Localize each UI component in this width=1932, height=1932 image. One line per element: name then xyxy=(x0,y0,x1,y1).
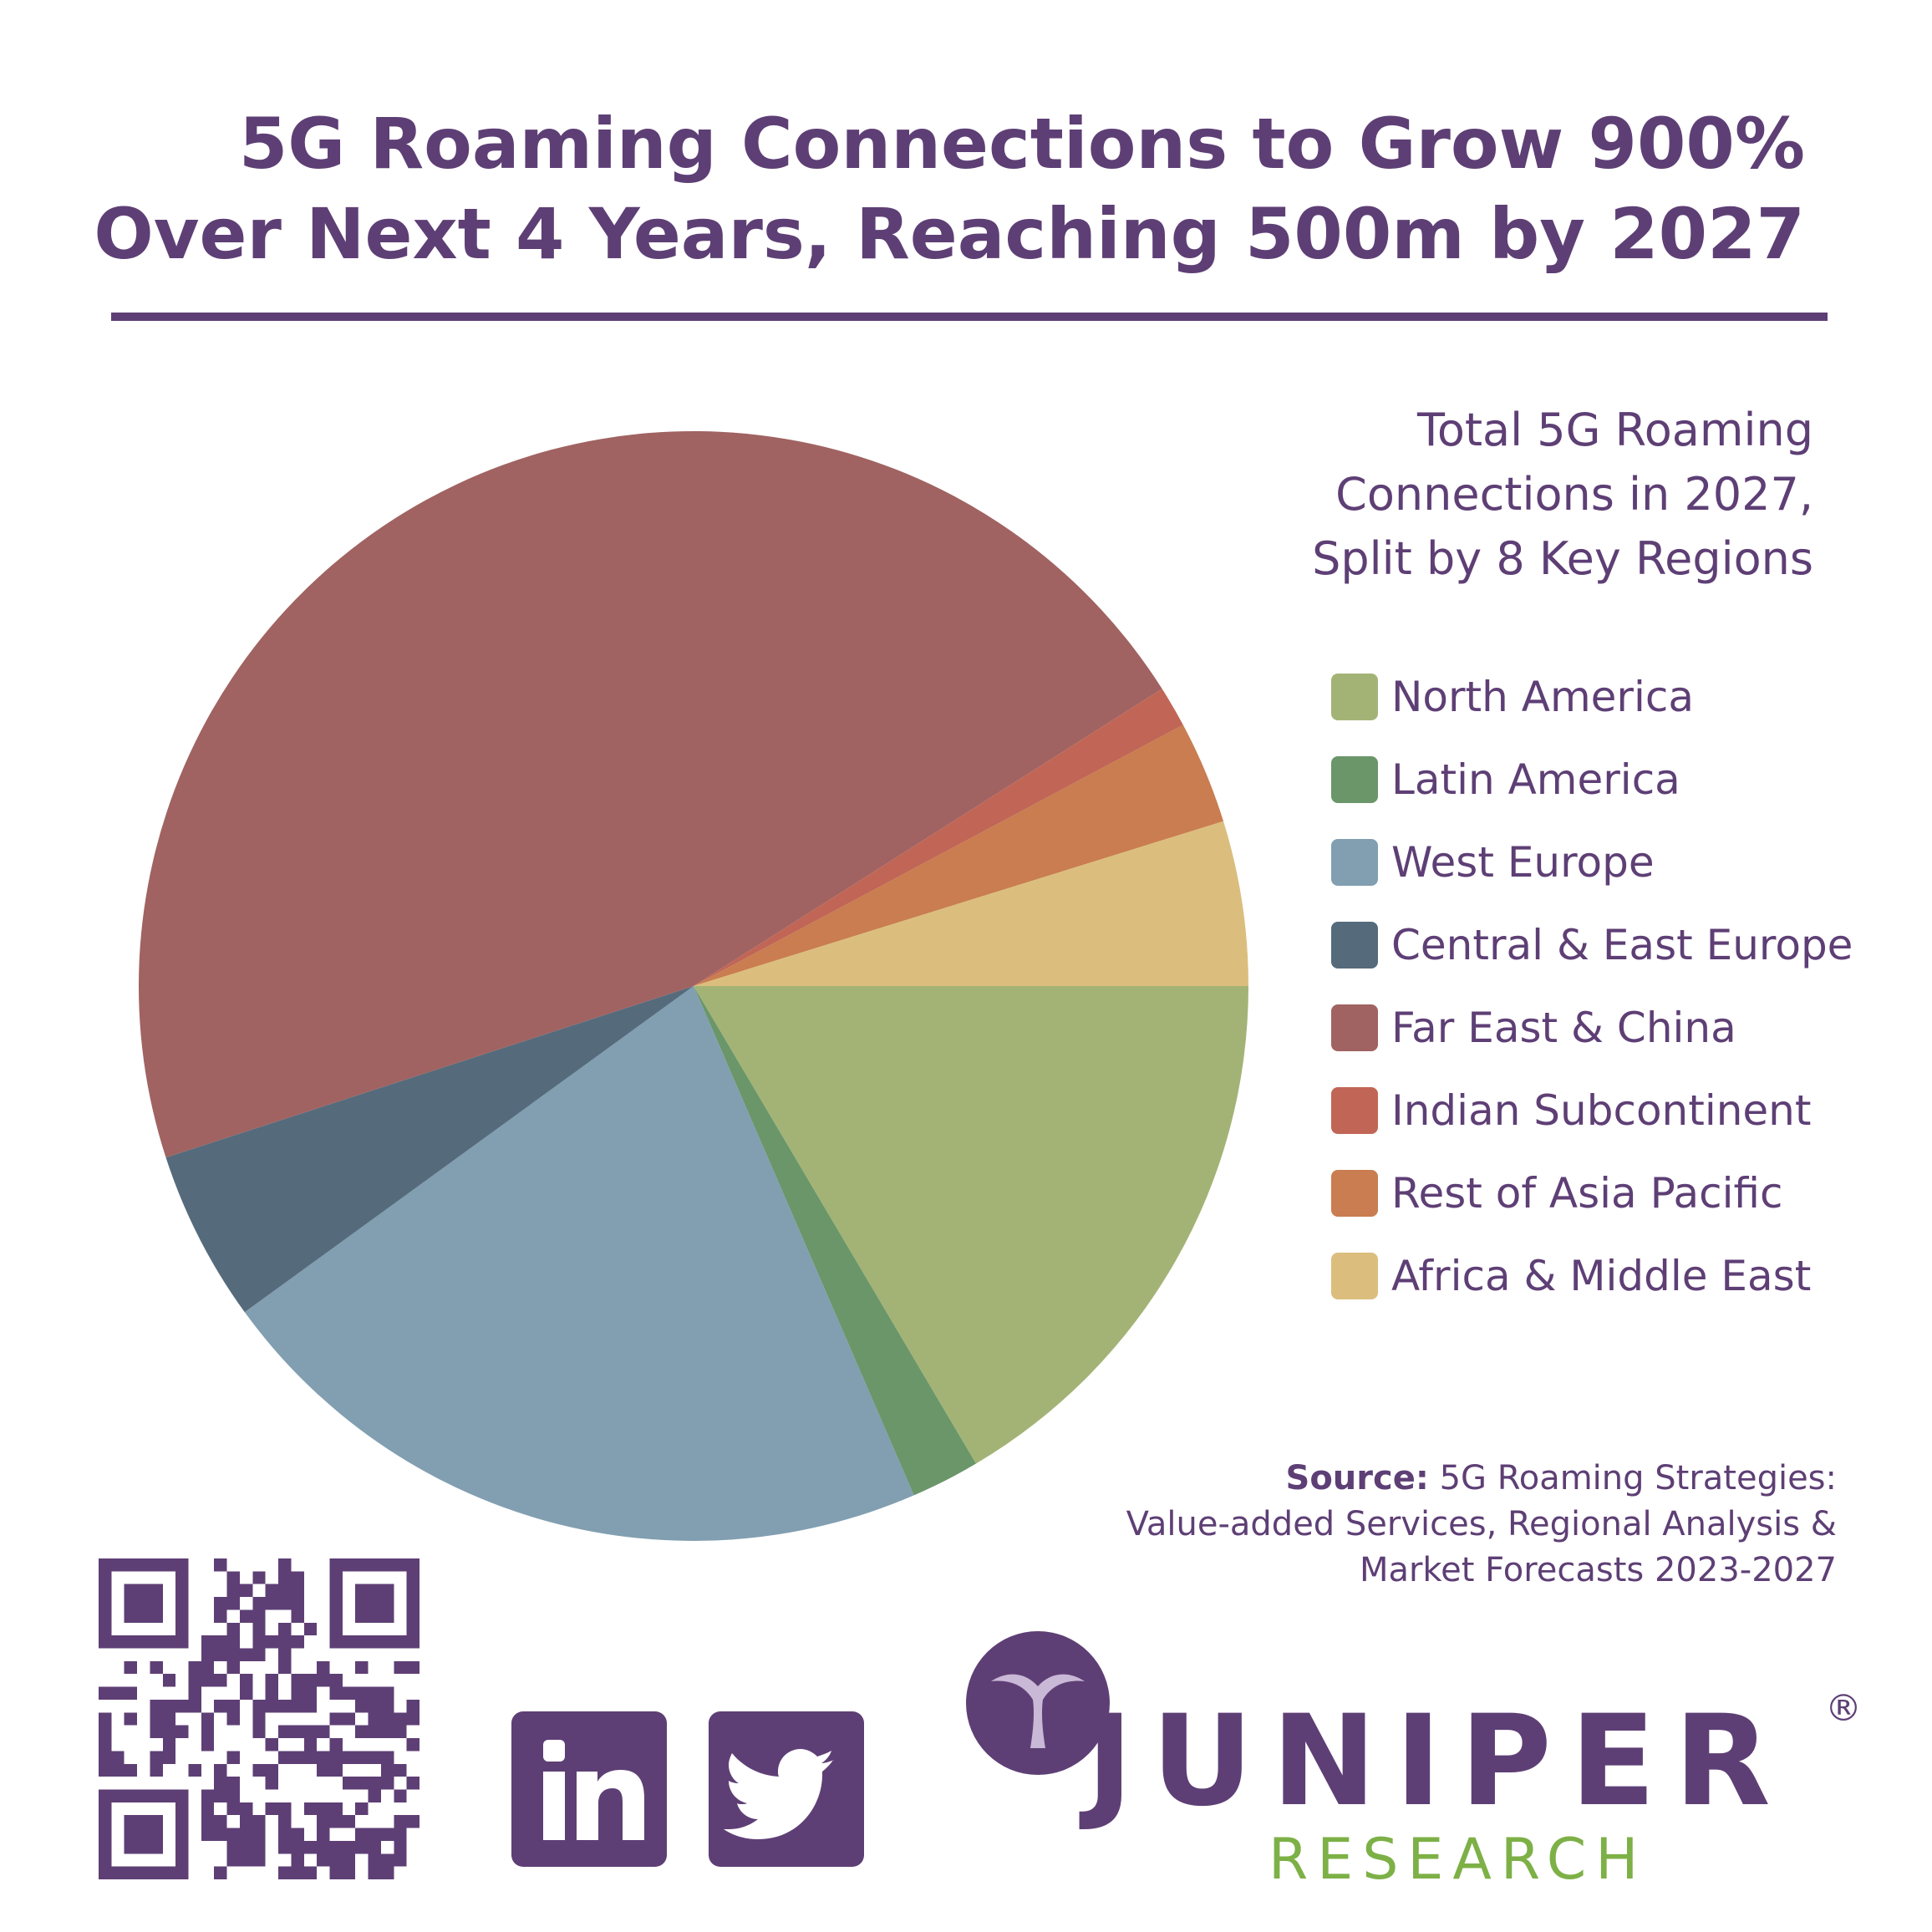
legend-swatch xyxy=(1331,922,1378,969)
legend-swatch xyxy=(1331,1170,1378,1217)
page-title: 5G Roaming Connections to Grow 900% Over… xyxy=(84,99,1805,279)
legend-swatch xyxy=(1331,674,1378,720)
source-line-1: Source: 5G Roaming Strategies: xyxy=(1003,1456,1837,1502)
legend-label: Central & East Europe xyxy=(1391,921,1853,969)
legend-swatch xyxy=(1331,1253,1378,1299)
pie-slice-latin-america xyxy=(694,986,977,1496)
legend-item-west-europe: West Europe xyxy=(1331,836,1916,902)
legend-swatch xyxy=(1331,756,1378,803)
legend-label: North America xyxy=(1391,673,1694,721)
title-line-2: Over Next 4 Years, Reaching 500m by 2027 xyxy=(94,193,1805,275)
chart-subtitle: Total 5G Roaming Connections in 2027, Sp… xyxy=(1170,398,1813,591)
twitter-icon xyxy=(724,1749,834,1839)
legend-item-rest-of-asia-pacific: Rest of Asia Pacific xyxy=(1331,1167,1916,1233)
pie-slice-indian-subcontinent xyxy=(694,689,1183,986)
subtitle-line-2: Connections in 2027, xyxy=(1335,468,1813,521)
legend-label: Indian Subcontinent xyxy=(1391,1086,1812,1135)
legend-item-north-america: North America xyxy=(1331,670,1916,737)
legend-item-latin-america: Latin America xyxy=(1331,753,1916,820)
juniper-logo-icon xyxy=(966,1631,1110,1775)
legend-item-africa-middle-east: Africa & Middle East xyxy=(1331,1249,1916,1316)
registered-mark: ® xyxy=(1825,1687,1862,1730)
subtitle-line-1: Total 5G Roaming xyxy=(1417,404,1813,456)
legend-item-indian-subcontinent: Indian Subcontinent xyxy=(1331,1084,1916,1151)
pie-slice-west-europe xyxy=(244,986,914,1541)
source-label: Source: xyxy=(1285,1459,1429,1497)
legend-label: Latin America xyxy=(1391,755,1680,804)
pie-slice-africa-middle-east xyxy=(694,821,1248,986)
legend-swatch xyxy=(1331,1004,1378,1051)
title-line-1: 5G Roaming Connections to Grow 900% xyxy=(238,103,1805,185)
pie-slice-rest-of-asia-pacific xyxy=(694,724,1224,986)
pie-chart xyxy=(139,431,1248,1541)
subtitle-line-3: Split by 8 Key Regions xyxy=(1312,532,1813,585)
legend-item-central-east-europe: Central & East Europe xyxy=(1331,918,1916,985)
pie-slice-far-east-china xyxy=(139,431,1162,1158)
legend-label: West Europe xyxy=(1391,838,1655,887)
legend-label: Africa & Middle East xyxy=(1391,1252,1812,1300)
linkedin-button[interactable] xyxy=(511,1711,667,1867)
pie-slice-north-america xyxy=(694,986,1248,1464)
legend-swatch xyxy=(1331,1087,1378,1134)
pie-slice-central-east-europe xyxy=(165,986,694,1313)
linkedin-icon xyxy=(543,1740,644,1840)
source-line-3: Market Forecasts 2023-2027 xyxy=(1359,1551,1837,1589)
legend-label: Rest of Asia Pacific xyxy=(1391,1169,1783,1218)
brand-subtitle: RESEARCH xyxy=(1269,1827,1648,1893)
source-line-2: Value-added Services, Regional Analysis … xyxy=(1126,1505,1837,1543)
legend-label: Far East & China xyxy=(1391,1004,1736,1052)
legend-item-far-east-china: Far East & China xyxy=(1331,1001,1916,1068)
legend-swatch xyxy=(1331,839,1378,886)
qr-code[interactable] xyxy=(99,1558,419,1879)
source-note: Source: 5G Roaming Strategies: Value-add… xyxy=(1003,1456,1837,1594)
brand-name: JUNIPER xyxy=(1086,1689,1789,1834)
source-text: 5G Roaming Strategies: xyxy=(1439,1459,1837,1497)
twitter-button[interactable] xyxy=(709,1711,864,1867)
title-divider xyxy=(111,313,1828,321)
